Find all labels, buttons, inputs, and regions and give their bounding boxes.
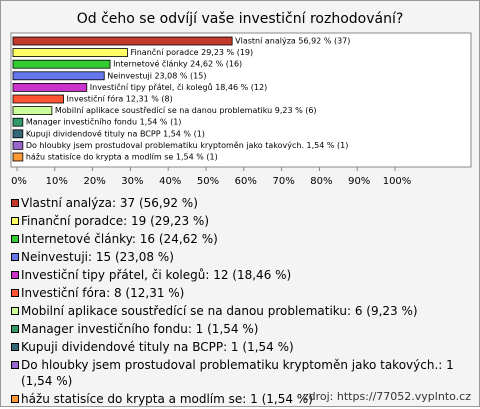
legend-swatch bbox=[11, 199, 19, 207]
legend: Vlastní analýza: 37 (56,92 %) Finanční po… bbox=[11, 195, 473, 409]
bar bbox=[12, 129, 24, 139]
legend-label: hážu statisíce do krypta a modlím se: 1 … bbox=[21, 392, 313, 406]
legend-swatch bbox=[11, 271, 19, 279]
x-tick-label: 60% bbox=[235, 176, 257, 187]
legend-label: Manager investičního fondu: 1 (1,54 %) bbox=[21, 322, 259, 336]
bar bbox=[12, 117, 24, 127]
legend-label: Do hloubky jsem prostudoval problematiku… bbox=[21, 358, 454, 388]
x-tick-label: 90% bbox=[348, 176, 370, 187]
bar-value-label: Investiční fóra 12,31 % (8) bbox=[67, 94, 173, 104]
legend-item: Manager investičního fondu: 1 (1,54 %) bbox=[11, 321, 473, 337]
legend-item: Neinvestuji: 15 (23,08 %) bbox=[11, 249, 473, 265]
legend-item: Kupuji dividendové tituly na BCPP: 1 (1,… bbox=[11, 339, 473, 355]
legend-swatch bbox=[11, 217, 19, 225]
legend-label: Investiční fóra: 8 (12,31 %) bbox=[21, 286, 185, 300]
bar bbox=[12, 59, 111, 69]
legend-label: Mobilní aplikace soustředící se na danou… bbox=[21, 304, 418, 318]
bar-value-label: Investiční tipy přátel, či kolegů 18,46 … bbox=[90, 82, 267, 92]
x-tick-label: 80% bbox=[310, 176, 332, 187]
bar-value-label: Kupuji dividendové tituly na BCPP 1,54 %… bbox=[26, 128, 205, 138]
bar bbox=[12, 152, 24, 162]
legend-label: Vlastní analýza: 37 (56,92 %) bbox=[21, 196, 198, 210]
x-tick-label: 20% bbox=[83, 176, 105, 187]
legend-item: Vlastní analýza: 37 (56,92 %) bbox=[11, 195, 473, 211]
bar bbox=[12, 48, 128, 57]
x-tick-label: 0% bbox=[11, 176, 27, 187]
legend-swatch bbox=[11, 395, 19, 403]
chart-title: Od čeho se odvíjí vaše investiční rozhod… bbox=[77, 11, 404, 27]
legend-swatch bbox=[11, 235, 19, 243]
bar bbox=[12, 36, 233, 46]
x-tick-label: 100% bbox=[383, 176, 412, 187]
bar-value-label: Finanční poradce 29,23 % (19) bbox=[130, 47, 253, 57]
bar bbox=[12, 140, 24, 150]
bar-value-label: Manager investičního fondu 1,54 % (1) bbox=[26, 117, 182, 127]
bar bbox=[12, 106, 53, 115]
bar-value-label: Neinvestuji 23,08 % (15) bbox=[107, 71, 206, 80]
legend-swatch bbox=[11, 307, 19, 315]
bar bbox=[12, 94, 64, 104]
legend-label: Kupuji dividendové tituly na BCPP: 1 (1,… bbox=[21, 340, 294, 354]
x-tick-label: 10% bbox=[46, 176, 68, 187]
bar-value-label: Do hloubky jsem prostudoval problematiku… bbox=[26, 141, 349, 150]
legend-item: Investiční fóra: 8 (12,31 %) bbox=[11, 285, 473, 301]
x-tick-label: 40% bbox=[159, 176, 181, 187]
bar-value-label: Mobilní aplikace soustředící se na danou… bbox=[55, 106, 317, 115]
legend-item: hážu statisíce do krypta a modlím se: 1 … bbox=[11, 391, 473, 407]
chart: Od čeho se odvíjí vaše investiční rozhod… bbox=[10, 11, 472, 187]
legend-item: Finanční poradce: 19 (29,23 %) bbox=[11, 213, 473, 229]
bar-value-label: hážu statisíce do krypta a modlím se 1,5… bbox=[26, 153, 218, 162]
x-tick-label: 30% bbox=[121, 176, 143, 187]
legend-item: Investiční tipy přátel, či kolegů: 12 (1… bbox=[11, 267, 473, 283]
legend-swatch bbox=[11, 343, 19, 351]
legend-label: Internetové články: 16 (24,62 %) bbox=[21, 232, 218, 246]
legend-swatch bbox=[11, 325, 19, 333]
bar bbox=[12, 71, 105, 81]
legend-item: Do hloubky jsem prostudoval problematiku… bbox=[11, 357, 473, 389]
x-tick-label: 50% bbox=[197, 176, 219, 187]
legend-swatch bbox=[11, 253, 19, 261]
legend-label: Investiční tipy přátel, či kolegů: 12 (1… bbox=[21, 268, 292, 282]
bar-value-label: Internetové články 24,62 % (16) bbox=[113, 59, 242, 69]
source: zdroj: https://77052.vyplnto.cz bbox=[302, 390, 471, 403]
legend-label: Finanční poradce: 19 (29,23 %) bbox=[21, 214, 209, 228]
legend-item: Internetové články: 16 (24,62 %) bbox=[11, 231, 473, 247]
bar-value-label: Vlastní analýza 56,92 % (37) bbox=[235, 37, 350, 46]
legend-item: Mobilní aplikace soustředící se na danou… bbox=[11, 303, 473, 319]
legend-swatch bbox=[11, 289, 19, 297]
x-tick-label: 70% bbox=[272, 176, 294, 187]
legend-swatch bbox=[11, 361, 19, 369]
legend-label: Neinvestuji: 15 (23,08 %) bbox=[21, 250, 174, 264]
bar bbox=[12, 83, 88, 92]
